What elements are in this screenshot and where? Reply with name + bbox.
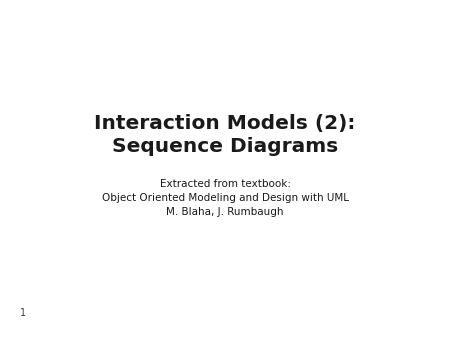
- Text: Interaction Models (2):
Sequence Diagrams: Interaction Models (2): Sequence Diagram…: [94, 114, 356, 156]
- Text: 1: 1: [20, 308, 27, 318]
- Text: Extracted from textbook:
Object Oriented Modeling and Design with UML
M. Blaha, : Extracted from textbook: Object Oriented…: [102, 179, 348, 217]
